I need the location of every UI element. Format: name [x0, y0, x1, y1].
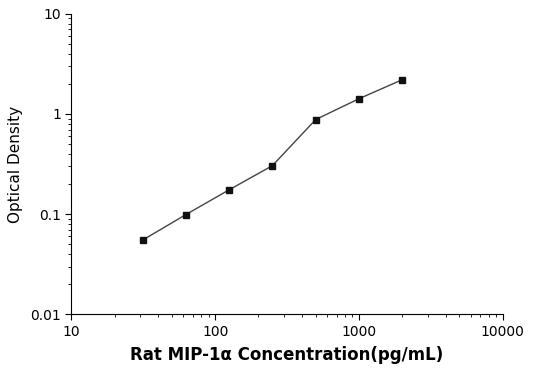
X-axis label: Rat MIP-1α Concentration(pg/mL): Rat MIP-1α Concentration(pg/mL) [131, 346, 443, 364]
Y-axis label: Optical Density: Optical Density [9, 106, 23, 222]
